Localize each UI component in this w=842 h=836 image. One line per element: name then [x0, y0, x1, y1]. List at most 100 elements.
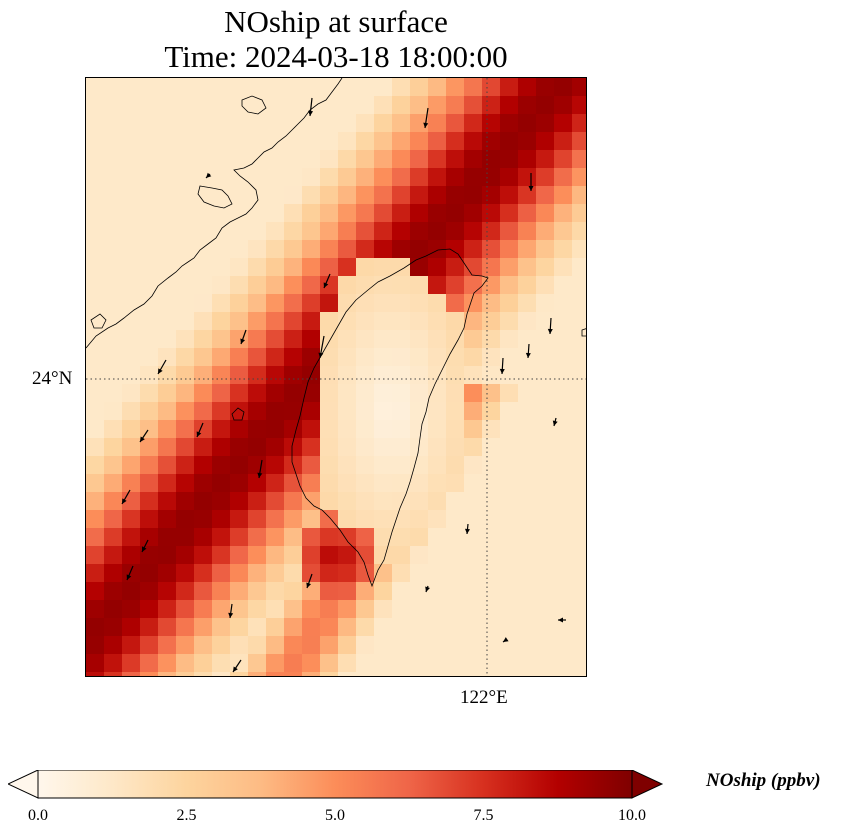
- concentration-cell: [284, 600, 303, 619]
- concentration-cell: [356, 276, 375, 295]
- concentration-cell: [518, 294, 537, 313]
- concentration-cell: [122, 420, 141, 439]
- concentration-cell: [212, 546, 231, 565]
- concentration-cell: [482, 420, 501, 439]
- concentration-cell: [86, 258, 105, 277]
- concentration-cell: [374, 96, 393, 115]
- concentration-cell: [572, 96, 586, 115]
- concentration-cell: [266, 150, 285, 169]
- concentration-cell: [356, 456, 375, 475]
- concentration-cell: [122, 114, 141, 133]
- concentration-cell: [230, 582, 249, 601]
- concentration-cell: [266, 186, 285, 205]
- concentration-cell: [158, 186, 177, 205]
- concentration-cell: [500, 114, 519, 133]
- wind-arrow-head: [528, 186, 534, 191]
- concentration-cell: [320, 564, 339, 583]
- wind-arrow-head: [323, 282, 329, 288]
- island-outline: [241, 95, 267, 115]
- concentration-cell: [428, 132, 447, 151]
- concentration-cell: [500, 222, 519, 241]
- concentration-cell: [482, 366, 501, 385]
- concentration-cell: [194, 654, 213, 673]
- concentration-cell: [86, 294, 105, 313]
- concentration-cell: [518, 672, 537, 676]
- concentration-cell: [158, 366, 177, 385]
- concentration-cell: [122, 474, 141, 493]
- concentration-cell: [266, 330, 285, 349]
- concentration-cell: [122, 276, 141, 295]
- concentration-cell: [320, 528, 339, 547]
- concentration-cell: [554, 510, 573, 529]
- concentration-cell: [374, 618, 393, 637]
- concentration-cell: [158, 204, 177, 223]
- concentration-cell: [374, 456, 393, 475]
- concentration-cell: [338, 492, 357, 511]
- concentration-cell: [104, 96, 123, 115]
- concentration-cell: [266, 402, 285, 421]
- concentration-cell: [158, 618, 177, 637]
- concentration-cell: [176, 564, 195, 583]
- concentration-cell: [500, 402, 519, 421]
- concentration-cell: [194, 204, 213, 223]
- concentration-cell: [284, 78, 303, 97]
- concentration-cell: [446, 564, 465, 583]
- concentration-cell: [230, 294, 249, 313]
- concentration-cell: [122, 654, 141, 673]
- concentration-cell: [356, 618, 375, 637]
- concentration-cell: [122, 384, 141, 403]
- concentration-cell: [104, 420, 123, 439]
- concentration-cell: [338, 654, 357, 673]
- concentration-cell: [518, 456, 537, 475]
- concentration-cell: [374, 672, 393, 676]
- concentration-cell: [140, 330, 159, 349]
- concentration-cell: [86, 186, 105, 205]
- concentration-cell: [266, 582, 285, 601]
- concentration-cell: [266, 438, 285, 457]
- concentration-cell: [248, 276, 267, 295]
- concentration-cell: [446, 366, 465, 385]
- concentration-cell: [122, 294, 141, 313]
- concentration-cell: [266, 600, 285, 619]
- concentration-cell: [248, 366, 267, 385]
- concentration-cell: [392, 528, 411, 547]
- concentration-cell: [410, 96, 429, 115]
- concentration-cell: [176, 312, 195, 331]
- concentration-cell: [176, 420, 195, 439]
- concentration-cell: [104, 330, 123, 349]
- concentration-cell: [446, 204, 465, 223]
- concentration-cell: [86, 150, 105, 169]
- concentration-cell: [356, 636, 375, 655]
- concentration-cell: [392, 330, 411, 349]
- concentration-cell: [320, 600, 339, 619]
- colorbar-tick-label: 10.0: [618, 807, 646, 824]
- concentration-cell: [140, 132, 159, 151]
- concentration-cell: [500, 636, 519, 655]
- concentration-cell: [554, 132, 573, 151]
- concentration-cell: [518, 78, 537, 97]
- concentration-cell: [266, 366, 285, 385]
- concentration-cell: [176, 258, 195, 277]
- concentration-cell: [194, 258, 213, 277]
- concentration-cell: [554, 186, 573, 205]
- concentration-cell: [482, 240, 501, 259]
- colorbar-label: NOship (ppbv): [706, 770, 821, 791]
- concentration-cell: [536, 384, 555, 403]
- concentration-cell: [554, 330, 573, 349]
- concentration-cell: [536, 78, 555, 97]
- concentration-cell: [410, 294, 429, 313]
- concentration-cell: [176, 582, 195, 601]
- concentration-cell: [518, 186, 537, 205]
- concentration-cell: [212, 366, 231, 385]
- concentration-cell: [104, 222, 123, 241]
- concentration-cell: [392, 78, 411, 97]
- concentration-cell: [410, 150, 429, 169]
- concentration-cell: [194, 456, 213, 475]
- concentration-cell: [284, 402, 303, 421]
- island-outline: [231, 407, 245, 421]
- concentration-cell: [212, 204, 231, 223]
- concentration-cell: [554, 168, 573, 187]
- concentration-cell: [464, 474, 483, 493]
- concentration-cell: [374, 78, 393, 97]
- concentration-cell: [410, 474, 429, 493]
